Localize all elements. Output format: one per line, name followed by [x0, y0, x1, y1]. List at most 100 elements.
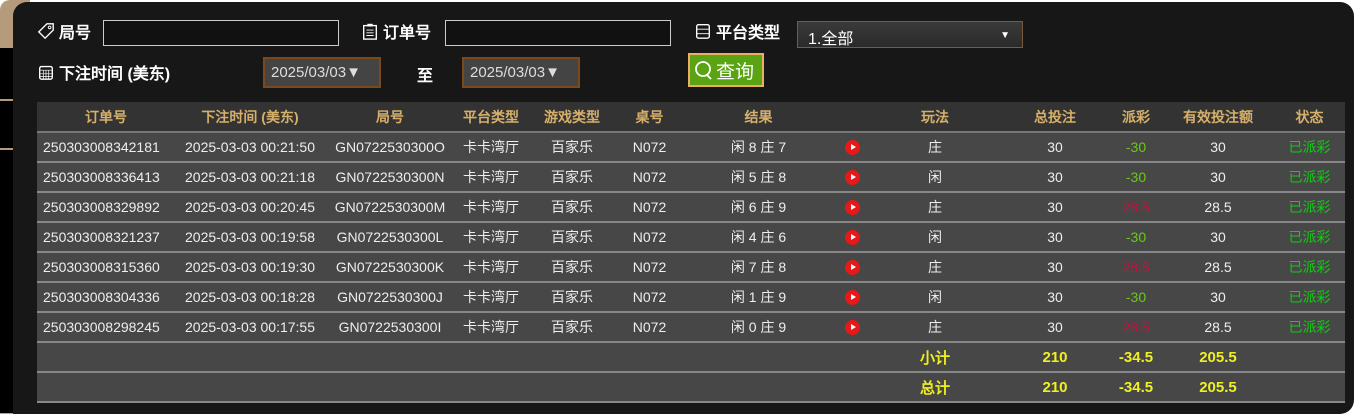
column-header[interactable]: 桌号 [617, 102, 682, 133]
cell-valid: 30 [1162, 222, 1274, 253]
search-icon [695, 61, 712, 80]
column-header[interactable]: 局号 [325, 102, 455, 133]
column-header[interactable]: 玩法 [870, 102, 1000, 133]
cell-order: 250303008321237 [37, 222, 175, 253]
cell-platform: 卡卡湾厅 [455, 312, 527, 343]
cell-play: 闲 [870, 222, 1000, 253]
order-input[interactable] [445, 20, 671, 46]
cell-play: 闲 [870, 282, 1000, 313]
cell-result: 闲 7 庄 8 [682, 252, 835, 283]
cell-result: 闲 8 庄 7 [682, 132, 835, 163]
cell-platform: 卡卡湾厅 [455, 192, 527, 223]
cell-bet: 30 [1000, 252, 1110, 283]
subtotal-label: 小计 [870, 342, 1000, 373]
cell-round: GN0722530300O [325, 132, 455, 163]
table-row: 250303008342181 2025-03-03 00:21:50 GN0722… [37, 132, 1345, 163]
cell-valid: 30 [1162, 282, 1274, 313]
sidebar-block [0, 48, 14, 100]
platform-select[interactable]: 1.全部 ▼ [797, 21, 1023, 48]
cell-valid: 30 [1162, 132, 1274, 163]
cell-payout: -30 [1110, 222, 1162, 253]
cell-bet: 30 [1000, 282, 1110, 313]
cell-table: N072 [617, 132, 682, 163]
cell-time: 2025-03-03 00:19:58 [175, 222, 325, 253]
column-header[interactable]: 有效投注额 [1162, 102, 1274, 133]
play-video-icon[interactable] [845, 140, 860, 156]
cell-game: 百家乐 [527, 132, 617, 163]
cell-round: GN0722530300L [325, 222, 455, 253]
cell-status: 已派彩 [1274, 132, 1345, 163]
cell-status: 已派彩 [1274, 222, 1345, 253]
table-row: 250303008315360 2025-03-03 00:19:30 GN0722… [37, 252, 1345, 283]
table-row: 250303008298245 2025-03-03 00:17:55 GN0722… [37, 312, 1345, 343]
cell-result: 闲 4 庄 6 [682, 222, 835, 253]
cell-result: 闲 1 庄 9 [682, 282, 835, 313]
cell-game: 百家乐 [527, 282, 617, 313]
column-header[interactable]: 派彩 [1110, 102, 1162, 133]
chevron-down-icon: ▼ [1000, 30, 1010, 41]
play-video-icon[interactable] [845, 260, 860, 276]
cell-status: 已派彩 [1274, 282, 1345, 313]
order-label: 订单号 [383, 25, 432, 42]
cell-game: 百家乐 [527, 312, 617, 343]
table-row: 250303008336413 2025-03-03 00:21:18 GN0722… [37, 162, 1345, 193]
play-video-icon[interactable] [845, 290, 860, 306]
cell-order: 250303008315360 [37, 252, 175, 283]
date-from-picker[interactable]: 2025/03/03▼ [263, 57, 381, 88]
calendar-icon [39, 65, 53, 80]
cell-video [835, 162, 870, 193]
cell-game: 百家乐 [527, 192, 617, 223]
column-header[interactable]: 状态 [1274, 102, 1345, 133]
cell-time: 2025-03-03 00:20:45 [175, 192, 325, 223]
cell-play: 庄 [870, 252, 1000, 283]
cell-round: GN0722530300I [325, 312, 455, 343]
cell-bet: 30 [1000, 222, 1110, 253]
query-label: 查询 [716, 61, 755, 83]
cell-bet: 30 [1000, 162, 1110, 193]
table-row: 250303008329892 2025-03-03 00:20:45 GN0722… [37, 192, 1345, 223]
cell-platform: 卡卡湾厅 [455, 282, 527, 313]
cell-time: 2025-03-03 00:21:50 [175, 132, 325, 163]
bet-records-table: 订单号 下注时间 (美东) 局号 平台类型 游戏类型 桌号 结果 玩法 总投注 派彩 有效投注额 状态… [37, 102, 1345, 403]
play-video-icon[interactable] [845, 170, 860, 186]
column-header[interactable]: 订单号 [37, 102, 175, 133]
cell-game: 百家乐 [527, 162, 617, 193]
column-header[interactable] [835, 102, 870, 133]
sidebar-block [0, 150, 14, 414]
play-video-icon[interactable] [845, 200, 860, 216]
cell-payout: -30 [1110, 162, 1162, 193]
column-header[interactable]: 平台类型 [455, 102, 527, 133]
column-header[interactable]: 总投注 [1000, 102, 1110, 133]
cell-time: 2025-03-03 00:18:28 [175, 282, 325, 313]
cell-bet: 30 [1000, 312, 1110, 343]
cell-round: GN0722530300N [325, 162, 455, 193]
cell-payout: -30 [1110, 132, 1162, 163]
cell-platform: 卡卡湾厅 [455, 162, 527, 193]
platform-label: 平台类型 [716, 25, 781, 42]
sidebar-block [0, 101, 14, 149]
date-to-picker[interactable]: 2025/03/03▼ [462, 57, 580, 88]
total-bet: 210 [1000, 372, 1110, 403]
cell-table: N072 [617, 252, 682, 283]
column-header[interactable]: 下注时间 (美东) [175, 102, 325, 133]
cell-game: 百家乐 [527, 222, 617, 253]
column-header[interactable]: 游戏类型 [527, 102, 617, 133]
round-input[interactable] [103, 20, 339, 46]
subtotal-bet: 210 [1000, 342, 1110, 373]
cell-status: 已派彩 [1274, 252, 1345, 283]
column-header[interactable]: 结果 [682, 102, 835, 133]
time-label: 下注时间 (美东) [59, 66, 171, 83]
total-row: 总计 210 -34.5 205.5 [37, 372, 1345, 403]
play-video-icon[interactable] [845, 230, 860, 246]
table-header: 订单号 下注时间 (美东) 局号 平台类型 游戏类型 桌号 结果 玩法 总投注 派彩 有效投注额 状态 [37, 102, 1345, 133]
clipboard-icon [363, 23, 377, 40]
cell-order: 250303008304336 [37, 282, 175, 313]
table-row: 250303008321237 2025-03-03 00:19:58 GN0722… [37, 222, 1345, 253]
query-button[interactable]: 查询 [688, 53, 764, 87]
cell-round: GN0722530300K [325, 252, 455, 283]
play-video-icon[interactable] [845, 320, 860, 336]
server-icon [696, 24, 710, 39]
cell-table: N072 [617, 222, 682, 253]
cell-valid: 28.5 [1162, 192, 1274, 223]
cell-valid: 28.5 [1162, 312, 1274, 343]
